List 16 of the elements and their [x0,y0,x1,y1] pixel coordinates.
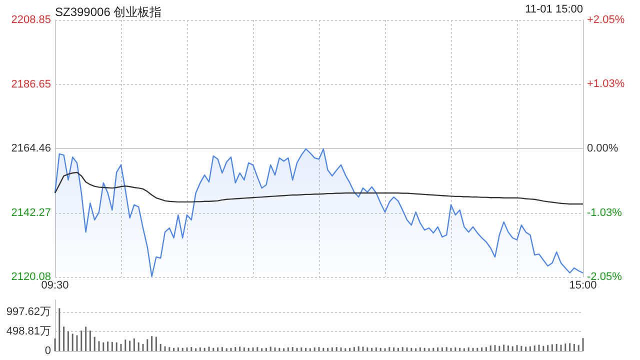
y-tick-label: 2186.65 [11,78,51,90]
line-series [54,172,584,205]
y-tick-label: 498.81万 [6,325,51,338]
x-tick-label: 15:00 [569,280,597,292]
y2-tick-label: -1.03% [587,207,622,220]
y2-tick-label: +2.05% [587,14,625,26]
y-tick-label: 0 [44,345,51,357]
y2-tick-label: 0.00% [587,142,618,154]
y-tick-label: 2142.27 [11,206,51,219]
y-tick-label: 2208.85 [11,14,51,26]
chart-title: SZ399006 创业板指 [55,5,162,19]
y-tick-label: 997.62万 [6,306,51,318]
y-tick-label: 2164.46 [11,142,51,155]
x-tick-label: 09:30 [41,280,69,292]
y2-tick-label: +1.03% [587,78,625,90]
text: 11-01 15:00 [525,4,584,16]
